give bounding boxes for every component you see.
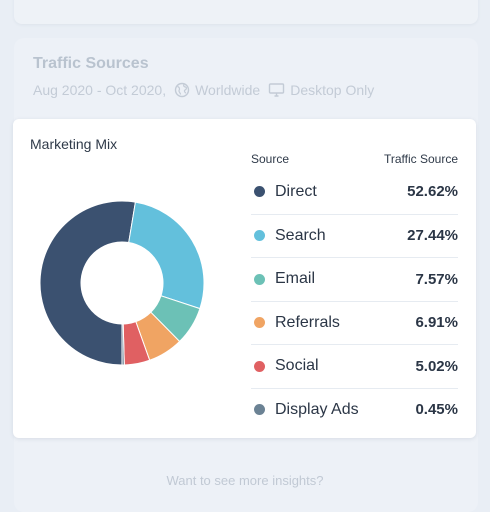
donut-slice-direct[interactable] — [40, 201, 136, 365]
marketing-mix-card: Marketing Mix Source Traffic Source Dire… — [13, 119, 476, 438]
legend-dot — [254, 273, 265, 285]
legend-row: Social 5.02% — [251, 344, 458, 388]
legend-label: Social — [275, 357, 319, 375]
legend-value: 52.62% — [407, 183, 458, 201]
legend-label: Referrals — [275, 313, 340, 331]
legend-label: Email — [275, 270, 316, 288]
donut-slice-display-ads[interactable] — [121, 323, 125, 365]
card-title: Marketing Mix — [30, 136, 118, 152]
source-column-header: Source — [251, 152, 290, 166]
legend-dot — [254, 317, 265, 329]
legend-value: 5.02% — [415, 357, 458, 375]
legend-row: Direct 52.62% — [251, 170, 458, 214]
legend-table: Source Traffic Source Direct 52.62% Search… — [251, 152, 458, 431]
legend-value: 7.57% — [415, 270, 458, 288]
legend-dot — [254, 186, 265, 198]
section-title: Traffic Sources — [33, 55, 149, 72]
legend-rows: Direct 52.62% Search 27.44% Email 7.57% Referr… — [251, 170, 458, 431]
legend-dot — [254, 360, 265, 372]
region-filter[interactable]: Worldwide — [195, 82, 261, 98]
donut-chart — [40, 201, 204, 365]
legend-row: Search 27.44% — [251, 213, 458, 258]
legend-label: Display Ads — [275, 400, 359, 418]
legend-dot — [254, 404, 265, 416]
desktop-icon — [269, 83, 285, 97]
legend-value: 27.44% — [407, 227, 458, 245]
legend-label: Search — [275, 226, 326, 244]
legend-label: Direct — [275, 182, 317, 200]
traffic-column-header: Traffic Source — [383, 152, 458, 166]
device-filter[interactable]: Desktop Only — [290, 82, 375, 98]
date-range: Aug 2020 - Oct 2020, — [33, 82, 167, 98]
globe-icon — [174, 82, 190, 98]
legend-value: 6.91% — [415, 314, 458, 332]
top-card — [14, 0, 478, 24]
legend-row: Email 7.57% — [251, 257, 458, 301]
legend-row: Referrals 6.91% — [251, 300, 458, 345]
legend-dot — [254, 230, 265, 242]
legend-row: Display Ads 0.45% — [251, 387, 458, 432]
more-insights-link[interactable]: Want to see more insights? — [166, 473, 324, 488]
legend-value: 0.45% — [415, 401, 458, 419]
legend-header: Source Traffic Source — [251, 152, 458, 170]
donut-slice-search[interactable] — [128, 201, 204, 310]
section-meta: Aug 2020 - Oct 2020, Worldwide Desktop O… — [33, 82, 374, 98]
